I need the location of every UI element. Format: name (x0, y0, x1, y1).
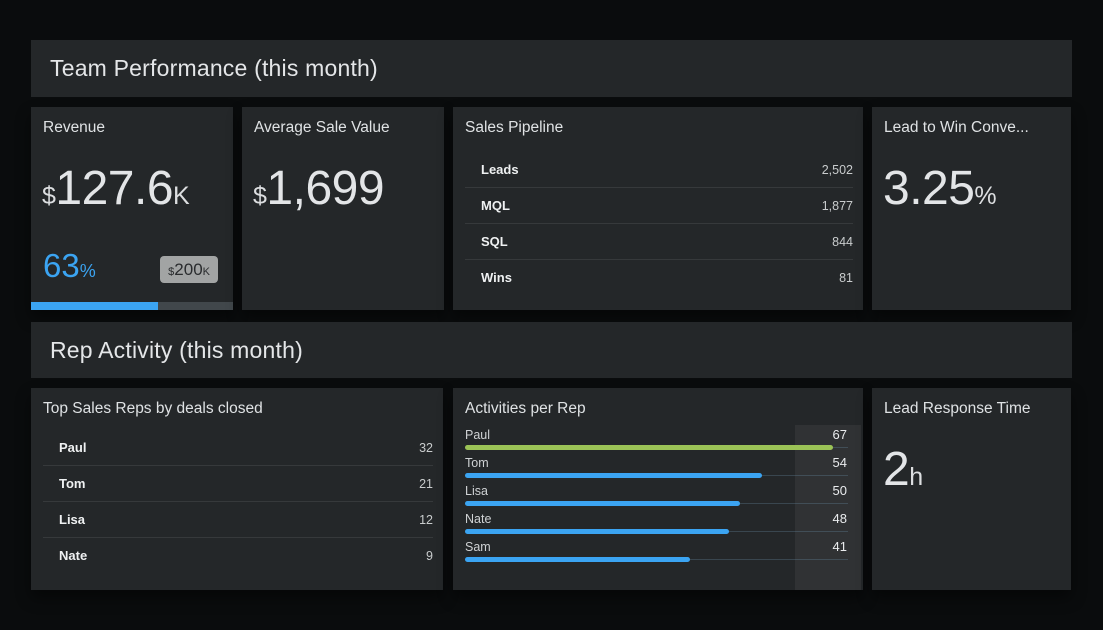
widget-lead-to-win-conversion[interactable]: Lead to Win Conve... 3.25% (872, 107, 1071, 310)
metric-value: $127.6K (42, 161, 190, 216)
row-label: Leads (481, 162, 519, 177)
list-item: Tom 21 (43, 466, 433, 502)
bar-fill (465, 445, 833, 450)
metric-number: 1,699 (266, 162, 385, 215)
widget-title: Average Sale Value (254, 119, 390, 136)
row-value: 9 (426, 548, 433, 563)
row-label: Tom (59, 476, 86, 491)
goal-unit: K (202, 266, 210, 278)
bar-label: Nate (465, 512, 492, 526)
bar-fill (465, 529, 729, 534)
bar-label: Sam (465, 540, 491, 554)
bar-value: 41 (832, 539, 847, 554)
widget-revenue[interactable]: Revenue $127.6K 63% $200 K (31, 107, 233, 310)
bar-value: 67 (832, 427, 847, 442)
widget-title: Lead Response Time (884, 400, 1031, 417)
metric-unit: h (909, 463, 923, 491)
section-title: Rep Activity (this month) (50, 336, 303, 363)
bar-track (465, 445, 848, 450)
row-value: 1,877 (821, 198, 853, 213)
row-label: SQL (481, 234, 508, 249)
widget-title: Sales Pipeline (465, 119, 564, 136)
goal-progress-bar (31, 302, 233, 310)
goal-badge: $200 K (160, 256, 218, 283)
bar-chart-row: Tom 54 (465, 455, 848, 478)
pipeline-list: Leads 2,502 MQL 1,877 SQL 844 Wins 81 (465, 152, 853, 295)
widget-top-sales-reps[interactable]: Top Sales Reps by deals closed Paul 32 Tom… (31, 388, 443, 590)
list-item: Wins 81 (465, 260, 853, 295)
goal-number: 200 (174, 260, 203, 279)
goal-percent: 63% (43, 247, 96, 285)
metric-value: 3.25% (883, 161, 997, 216)
widget-activities-per-rep[interactable]: Activities per Rep Paul 67 Tom 54 Lisa 50 Nate… (453, 388, 863, 590)
row-value: 2,502 (821, 162, 853, 177)
value-column-highlight (795, 425, 861, 590)
widget-lead-response-time[interactable]: Lead Response Time 2h (872, 388, 1071, 590)
list-item: MQL 1,877 (465, 188, 853, 224)
goal-progress-fill (31, 302, 159, 310)
percent-sign: % (79, 261, 96, 281)
bar-track (465, 557, 848, 562)
goal-currency-symbol: $ (168, 266, 175, 278)
metric-unit: K (173, 182, 190, 210)
currency-symbol: $ (253, 182, 267, 210)
bar-value: 50 (832, 483, 847, 498)
list-item: Leads 2,502 (465, 152, 853, 188)
list-item: SQL 844 (465, 224, 853, 260)
row-value: 844 (832, 234, 853, 249)
section-header-rep-activity: Rep Activity (this month) (31, 322, 1072, 378)
goal-percent-number: 63 (43, 247, 80, 284)
bar-fill (465, 501, 740, 506)
widget-sales-pipeline[interactable]: Sales Pipeline Leads 2,502 MQL 1,877 SQL 844 W… (453, 107, 863, 310)
list-item: Paul 32 (43, 430, 433, 466)
bar-chart-row: Sam 41 (465, 539, 848, 562)
list-item: Nate 9 (43, 538, 433, 573)
bar-track (465, 529, 848, 534)
widget-title: Lead to Win Conve... (884, 119, 1029, 136)
row-value: 21 (419, 476, 433, 491)
bar-value: 54 (832, 455, 847, 470)
list-item: Lisa 12 (43, 502, 433, 538)
row-label: MQL (481, 198, 510, 213)
row-value: 32 (419, 440, 433, 455)
widget-title: Revenue (43, 119, 106, 136)
section-title: Team Performance (this month) (50, 55, 378, 81)
widget-title: Activities per Rep (465, 400, 586, 417)
bar-chart-row: Nate 48 (465, 511, 848, 534)
bar-chart-row: Paul 67 (465, 427, 848, 450)
bar-chart-row: Lisa 50 (465, 483, 848, 506)
percent-sign: % (974, 182, 997, 210)
row-value: 12 (419, 512, 433, 527)
leaderboard-list: Paul 32 Tom 21 Lisa 12 Nate 9 (43, 430, 433, 573)
bar-track (465, 501, 848, 506)
bar-fill (465, 473, 762, 478)
row-label: Wins (481, 270, 512, 285)
row-value: 81 (839, 270, 853, 285)
bar-track (465, 473, 848, 478)
widget-title: Top Sales Reps by deals closed (43, 400, 263, 417)
metric-number: 3.25 (883, 162, 975, 215)
row-label: Lisa (59, 512, 86, 527)
metric-number: 2 (883, 443, 910, 496)
bar-value: 48 (832, 511, 847, 526)
bar-label: Tom (465, 456, 489, 470)
bar-chart: Paul 67 Tom 54 Lisa 50 Nate 48 Sam 41 (465, 427, 848, 567)
bar-label: Lisa (465, 484, 488, 498)
row-label: Paul (59, 440, 87, 455)
row-label: Nate (59, 548, 88, 563)
currency-symbol: $ (42, 182, 56, 210)
bar-fill (465, 557, 690, 562)
bar-label: Paul (465, 428, 491, 442)
widget-average-sale-value[interactable]: Average Sale Value $1,699 (242, 107, 444, 310)
metric-value: 2h (883, 442, 923, 497)
metric-value: $1,699 (253, 161, 385, 216)
metric-number: 127.6 (55, 162, 174, 215)
section-header-team-performance: Team Performance (this month) (31, 40, 1072, 97)
